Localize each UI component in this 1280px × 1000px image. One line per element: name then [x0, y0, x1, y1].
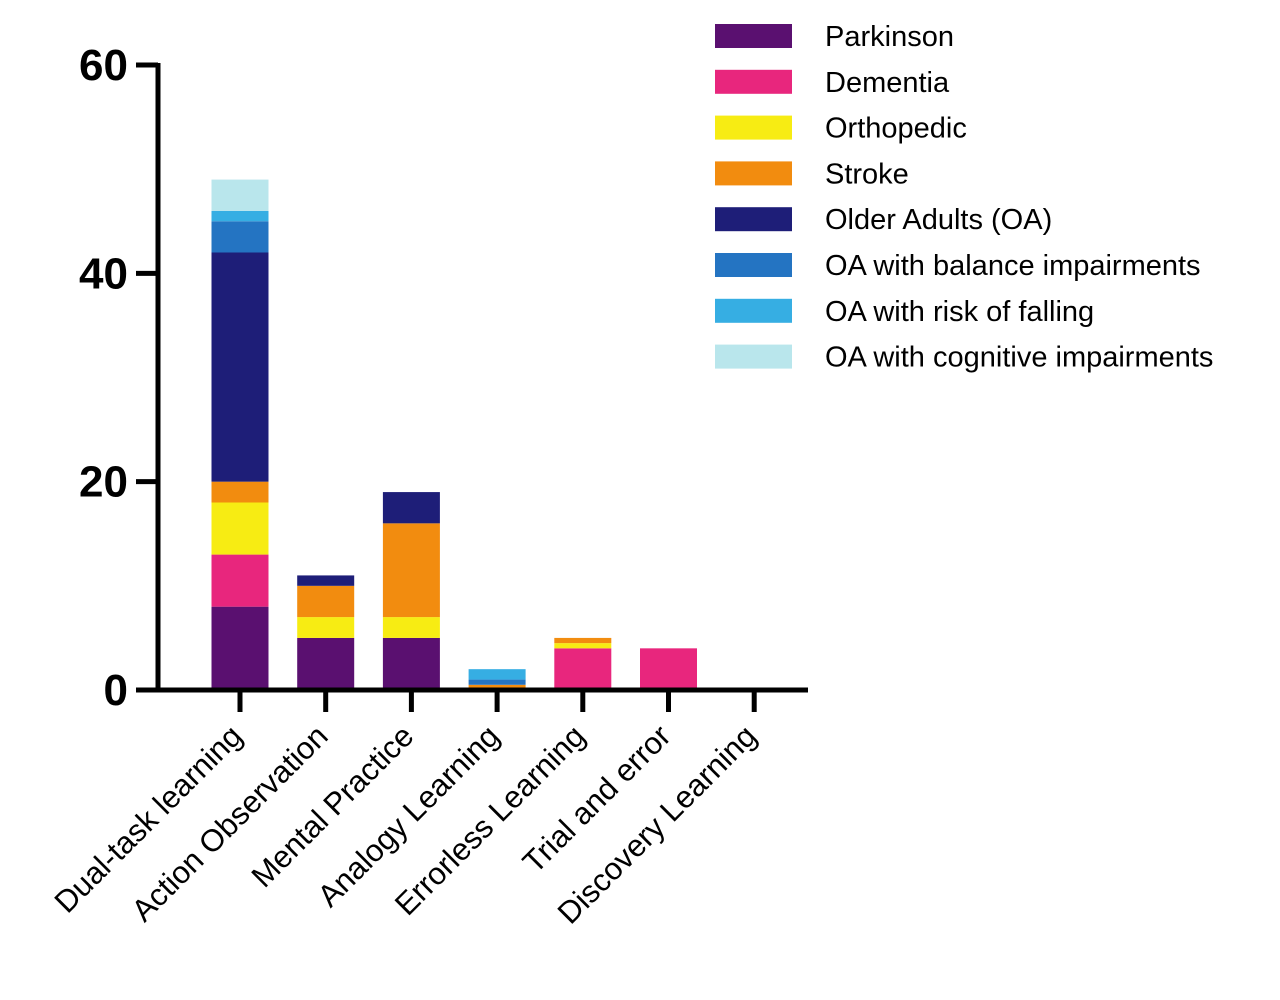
legend: Parkinson Dementia Orthopedic Stroke Older A…	[715, 21, 1213, 374]
legend-swatch	[715, 207, 792, 232]
bar-segment-3-5	[382, 492, 440, 524]
legend-label: OA with balance impairments	[825, 250, 1201, 282]
bar-segment-3-3	[382, 617, 440, 638]
bar-segment-1-7	[211, 210, 269, 222]
bar-segment-4-4	[468, 684, 526, 690]
bar-segment-4-7	[468, 669, 526, 680]
legend-swatch	[715, 253, 792, 277]
legend-swatch	[715, 161, 792, 186]
legend-swatch	[715, 298, 792, 323]
bar-segment-2-3	[297, 617, 355, 638]
bar-segment-3-1	[382, 637, 440, 690]
legend-swatch	[715, 115, 792, 140]
x-category-label: Trial and error	[516, 718, 678, 880]
bar-segment-1-1	[211, 606, 269, 690]
bar-segment-1-4	[211, 481, 269, 503]
bar-segment-1-6	[211, 221, 269, 253]
bar-segment-1-5	[211, 252, 269, 482]
bar-segment-1-2	[211, 554, 269, 607]
legend-swatch	[715, 69, 792, 94]
legend-label: Older Adults (OA)	[825, 204, 1052, 236]
bar-segment-5-2	[554, 648, 612, 690]
y-tick-label: 40	[79, 249, 128, 298]
y-tick-label: 60	[79, 41, 128, 90]
legend-label: OA with risk of falling	[825, 296, 1094, 328]
bar-segment-6-2	[640, 648, 697, 690]
legend-label: Orthopedic	[825, 113, 967, 145]
bar-segment-2-4	[297, 585, 355, 618]
bar-segment-5-3	[554, 643, 612, 649]
y-tick-label: 0	[104, 666, 128, 715]
legend-swatch	[715, 24, 792, 48]
bars-group	[211, 179, 697, 690]
y-tick-label: 20	[79, 458, 128, 507]
bar-segment-4-6	[468, 679, 526, 685]
legend-label: OA with cognitive impairments	[825, 342, 1213, 374]
legend-label: Parkinson	[825, 21, 954, 53]
bar-segment-1-3	[211, 502, 269, 555]
bar-segment-2-5	[297, 575, 355, 586]
legend-label: Stroke	[825, 158, 909, 190]
legend-swatch	[715, 344, 792, 369]
legend-label: Dementia	[825, 67, 950, 99]
bar-segment-3-4	[382, 523, 440, 618]
bar-segment-5-4	[554, 637, 612, 644]
bar-segment-2-1	[297, 637, 355, 690]
bar-segment-1-8	[211, 179, 269, 211]
